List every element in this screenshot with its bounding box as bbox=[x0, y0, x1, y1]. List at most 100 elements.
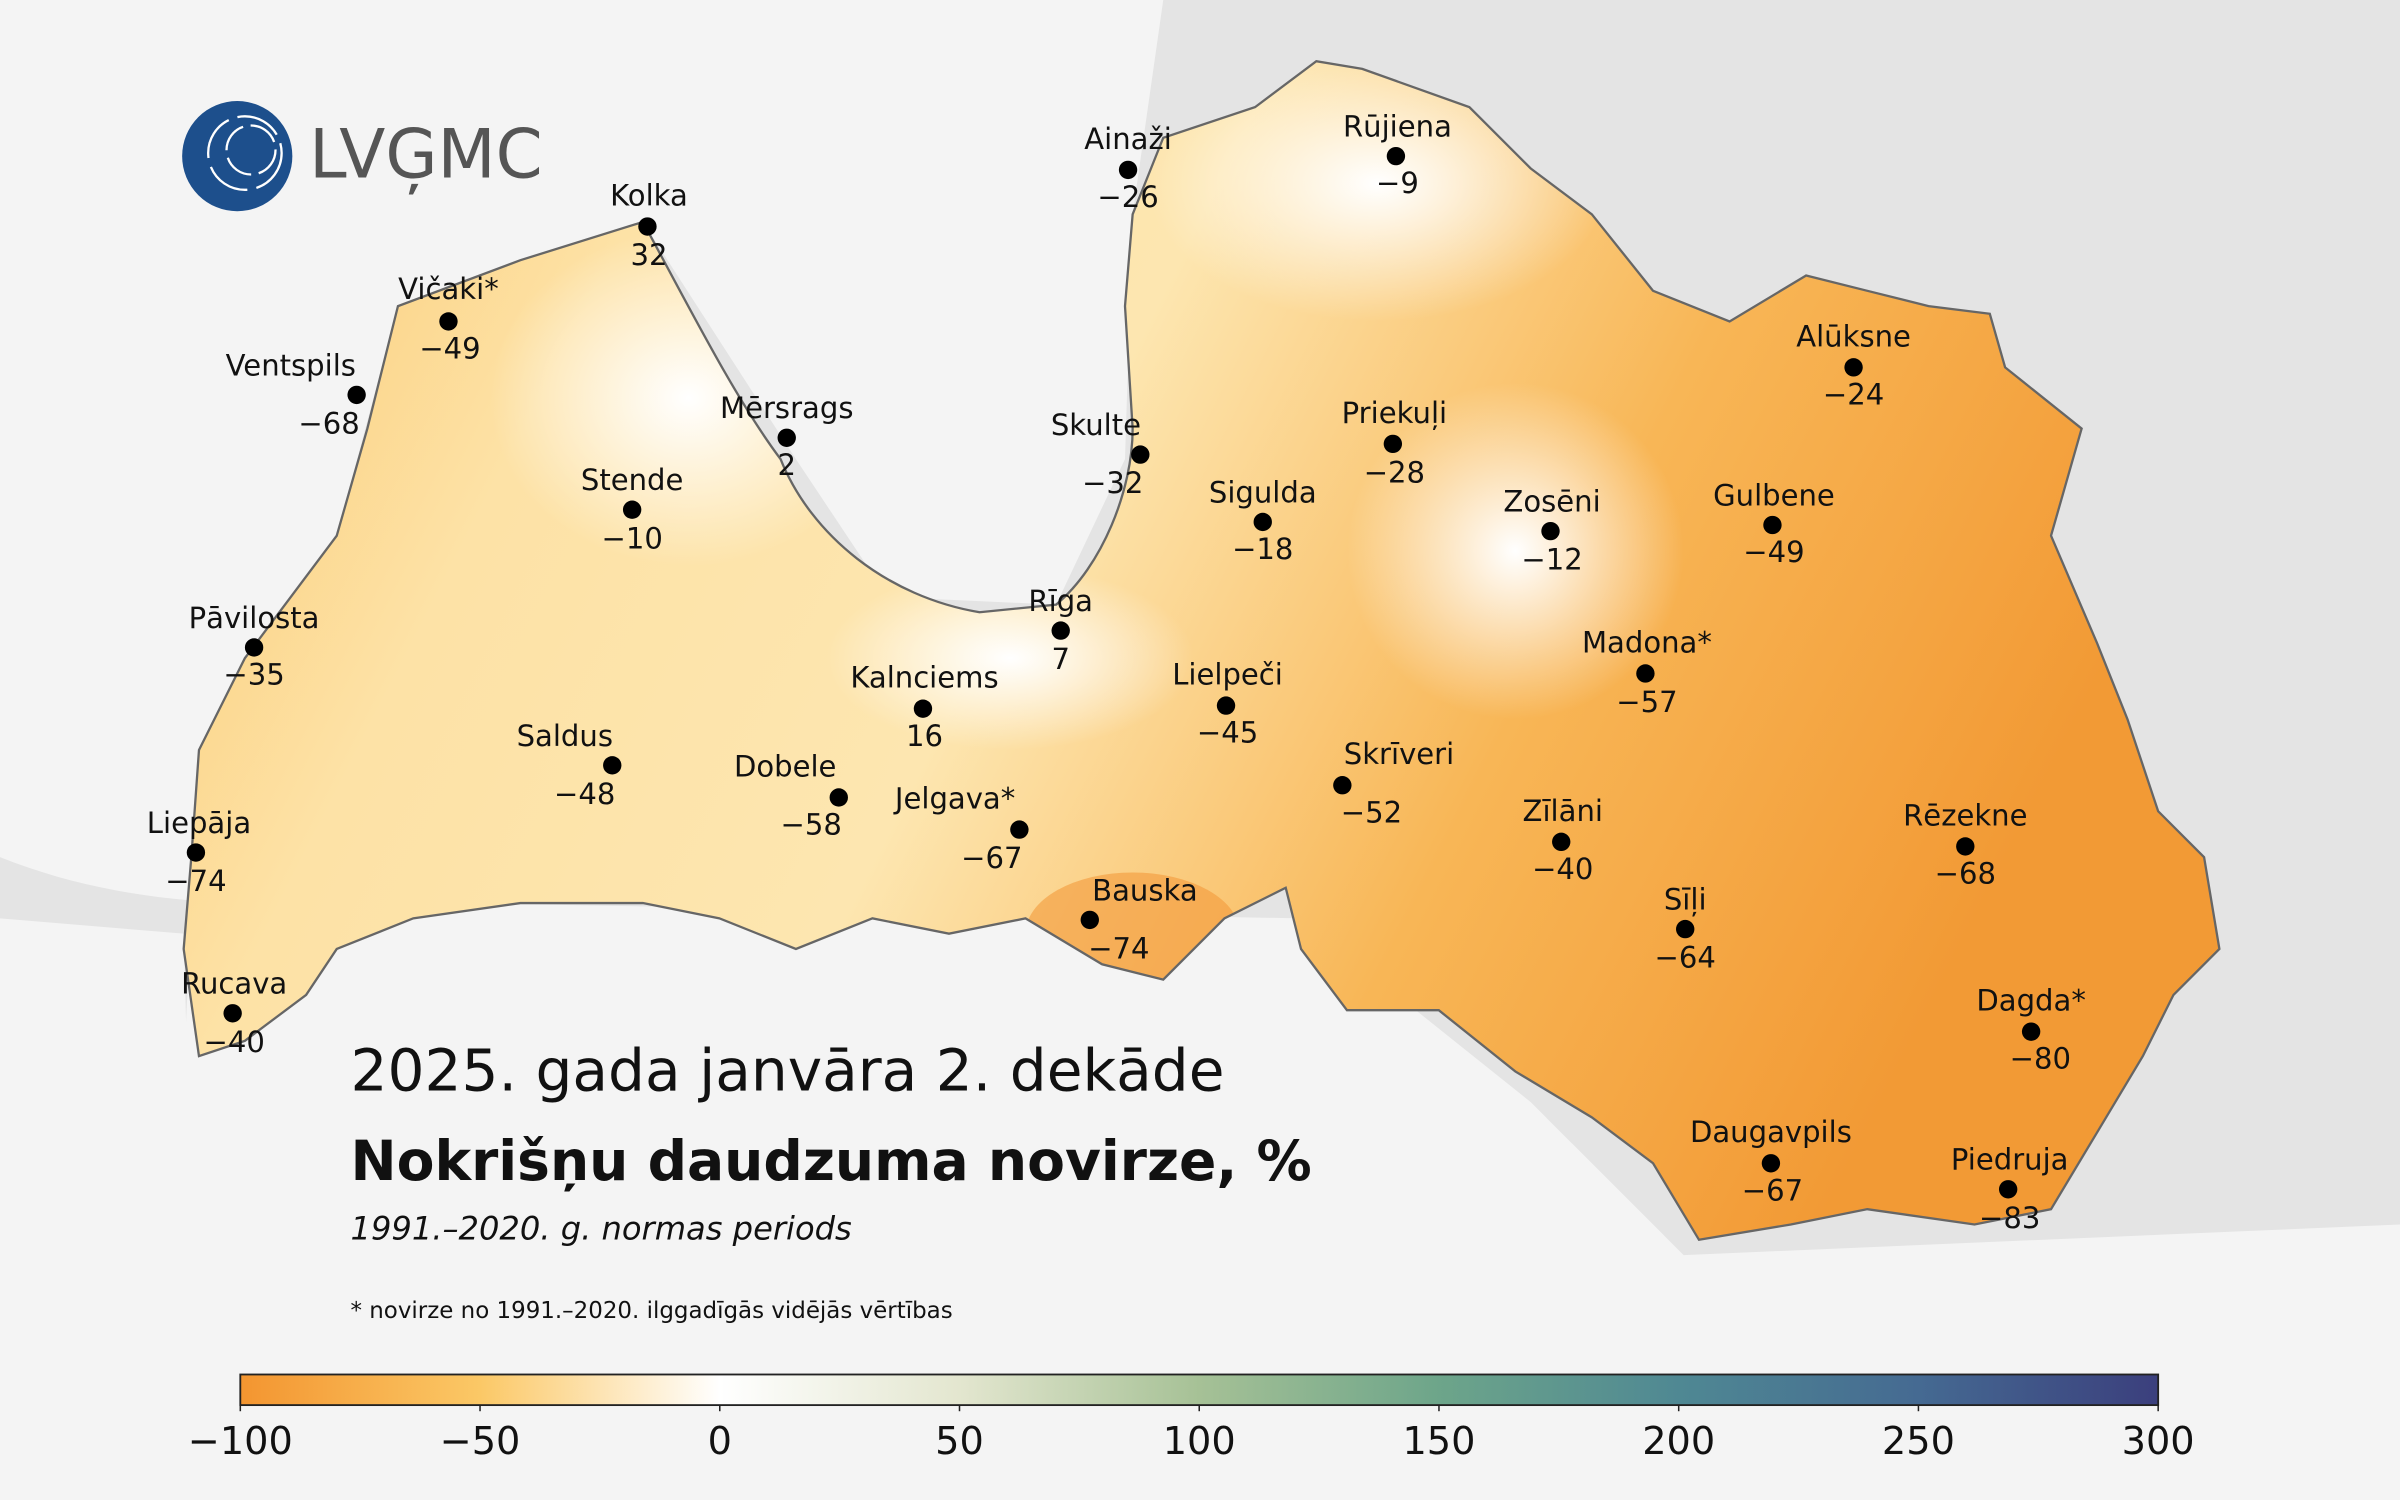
station-name: Kolka bbox=[610, 178, 688, 212]
station-name: Gulbene bbox=[1713, 478, 1835, 512]
station-dot bbox=[1761, 1154, 1781, 1173]
station-value: −68 bbox=[1935, 857, 1996, 891]
station-name: Skulte bbox=[1051, 408, 1141, 442]
station-value: −40 bbox=[1532, 852, 1593, 886]
station-name: Zosēni bbox=[1503, 485, 1600, 519]
station-value: −24 bbox=[1823, 377, 1884, 411]
station-name: Rīga bbox=[1028, 584, 1093, 618]
station-dot bbox=[1386, 146, 1406, 166]
station-name: Pāvilosta bbox=[189, 601, 320, 635]
station-name: Kalnciems bbox=[850, 661, 998, 695]
colorbar-tick-label: −100 bbox=[188, 1419, 293, 1464]
station-name: Rēzekne bbox=[1903, 798, 2027, 832]
station-dot bbox=[347, 385, 366, 405]
station-value: −35 bbox=[223, 658, 284, 692]
station-name: Piedruja bbox=[1951, 1143, 2069, 1177]
station-value: −12 bbox=[1521, 543, 1582, 577]
colorbar-tick-label: 300 bbox=[2122, 1419, 2195, 1464]
station-name: Zīlāni bbox=[1523, 794, 1603, 828]
station-name: Ventspils bbox=[226, 348, 356, 382]
sea-south bbox=[0, 918, 199, 1500]
station-value: −52 bbox=[1341, 795, 1402, 829]
station-name: Rūjiena bbox=[1343, 110, 1452, 144]
station-dot bbox=[1051, 621, 1070, 640]
station-value: −49 bbox=[1743, 535, 1804, 569]
station-name: Liepāja bbox=[147, 806, 251, 840]
station-name: Alūksne bbox=[1796, 319, 1911, 353]
station-value: −26 bbox=[1097, 180, 1158, 214]
station-dot bbox=[1333, 776, 1352, 795]
station-dot bbox=[1998, 1180, 2018, 1199]
station-value: −74 bbox=[1088, 932, 1149, 966]
station-dot bbox=[244, 638, 264, 657]
station-dot bbox=[622, 500, 642, 519]
station-dot bbox=[1080, 910, 1099, 930]
station-value: 2 bbox=[777, 448, 796, 482]
logo-ring bbox=[207, 115, 283, 191]
station-dot bbox=[1253, 512, 1272, 532]
subtitle: Nokrišņu daudzuma novirze, % bbox=[351, 1129, 1312, 1193]
station-value: 7 bbox=[1051, 642, 1070, 676]
station-dot bbox=[1763, 515, 1782, 535]
station-dot bbox=[1383, 434, 1403, 454]
logo-ring bbox=[225, 124, 277, 176]
station-name: Sigulda bbox=[1209, 475, 1317, 509]
station-name: Stende bbox=[581, 463, 684, 497]
period: 1991.–2020. g. normas periods bbox=[351, 1210, 853, 1248]
station-dot bbox=[913, 699, 933, 718]
station-dot bbox=[1216, 696, 1236, 715]
station-name: Lielpeči bbox=[1172, 658, 1283, 692]
station-name: Priekuļi bbox=[1342, 396, 1447, 430]
colorbar: −100 −50 0 50 100 150 200 250 300 bbox=[188, 1373, 2195, 1464]
station-dot bbox=[1676, 919, 1695, 939]
station-value: −18 bbox=[1232, 532, 1293, 566]
station-dot bbox=[439, 312, 458, 331]
station-name: Sīļi bbox=[1664, 883, 1707, 917]
station-dot bbox=[777, 428, 796, 447]
station-value: −67 bbox=[1742, 1173, 1803, 1207]
colorbar-tick-label: 150 bbox=[1402, 1419, 1475, 1464]
station-value: −10 bbox=[601, 521, 662, 555]
station-value: −45 bbox=[1197, 716, 1258, 750]
station-dot bbox=[2021, 1022, 2041, 1041]
station-value: −57 bbox=[1616, 685, 1677, 719]
logo-text: LVĢMC bbox=[309, 115, 542, 195]
station-name: Ainaži bbox=[1084, 122, 1172, 156]
colorbar-tick-label: 0 bbox=[708, 1419, 732, 1464]
station-dot bbox=[1844, 358, 1863, 377]
station-value: 16 bbox=[906, 719, 943, 753]
station-value: −28 bbox=[1364, 455, 1425, 489]
station-value: −40 bbox=[203, 1025, 264, 1059]
colorbar-tick-label: 50 bbox=[935, 1419, 984, 1464]
footnote: * novirze no 1991.–2020. ilggadīgās vidē… bbox=[351, 1298, 953, 1324]
station-dot bbox=[1010, 820, 1029, 839]
station-dot bbox=[1131, 445, 1150, 464]
logo: LVĢMC bbox=[182, 101, 543, 212]
station-name: Skrīveri bbox=[1344, 737, 1454, 771]
title: 2025. gada janvāra 2. dekāde bbox=[351, 1037, 1225, 1105]
colorbar-tick-label: −50 bbox=[440, 1419, 521, 1464]
field-blob bbox=[1346, 382, 1684, 720]
station-value: −32 bbox=[1082, 466, 1143, 500]
station-value: −80 bbox=[2010, 1042, 2071, 1076]
station-name: Daugavpils bbox=[1690, 1115, 1852, 1149]
colorbar-tick-label: 100 bbox=[1163, 1419, 1236, 1464]
station-value: −48 bbox=[554, 777, 615, 811]
station-value: −83 bbox=[1979, 1201, 2040, 1235]
stations: Kolka 32 Vičaki* −49 Ventspils −68 Mērsrags 2 St… bbox=[147, 110, 2086, 1235]
station-dot bbox=[829, 788, 848, 807]
station-name: Vičaki* bbox=[398, 272, 499, 306]
station-value: −68 bbox=[298, 407, 359, 441]
colorbar-tick-label: 250 bbox=[1882, 1419, 1955, 1464]
station-dot bbox=[1636, 664, 1655, 683]
station-value: −9 bbox=[1376, 166, 1419, 200]
station-dot bbox=[638, 217, 657, 236]
station-value: −49 bbox=[419, 332, 480, 366]
station-name: Dagda* bbox=[1976, 984, 2085, 1018]
station-name: Rucava bbox=[181, 967, 287, 1001]
station-value: −64 bbox=[1655, 941, 1716, 975]
colorbar-tick-label: 200 bbox=[1642, 1419, 1715, 1464]
station-dot bbox=[1118, 160, 1138, 180]
